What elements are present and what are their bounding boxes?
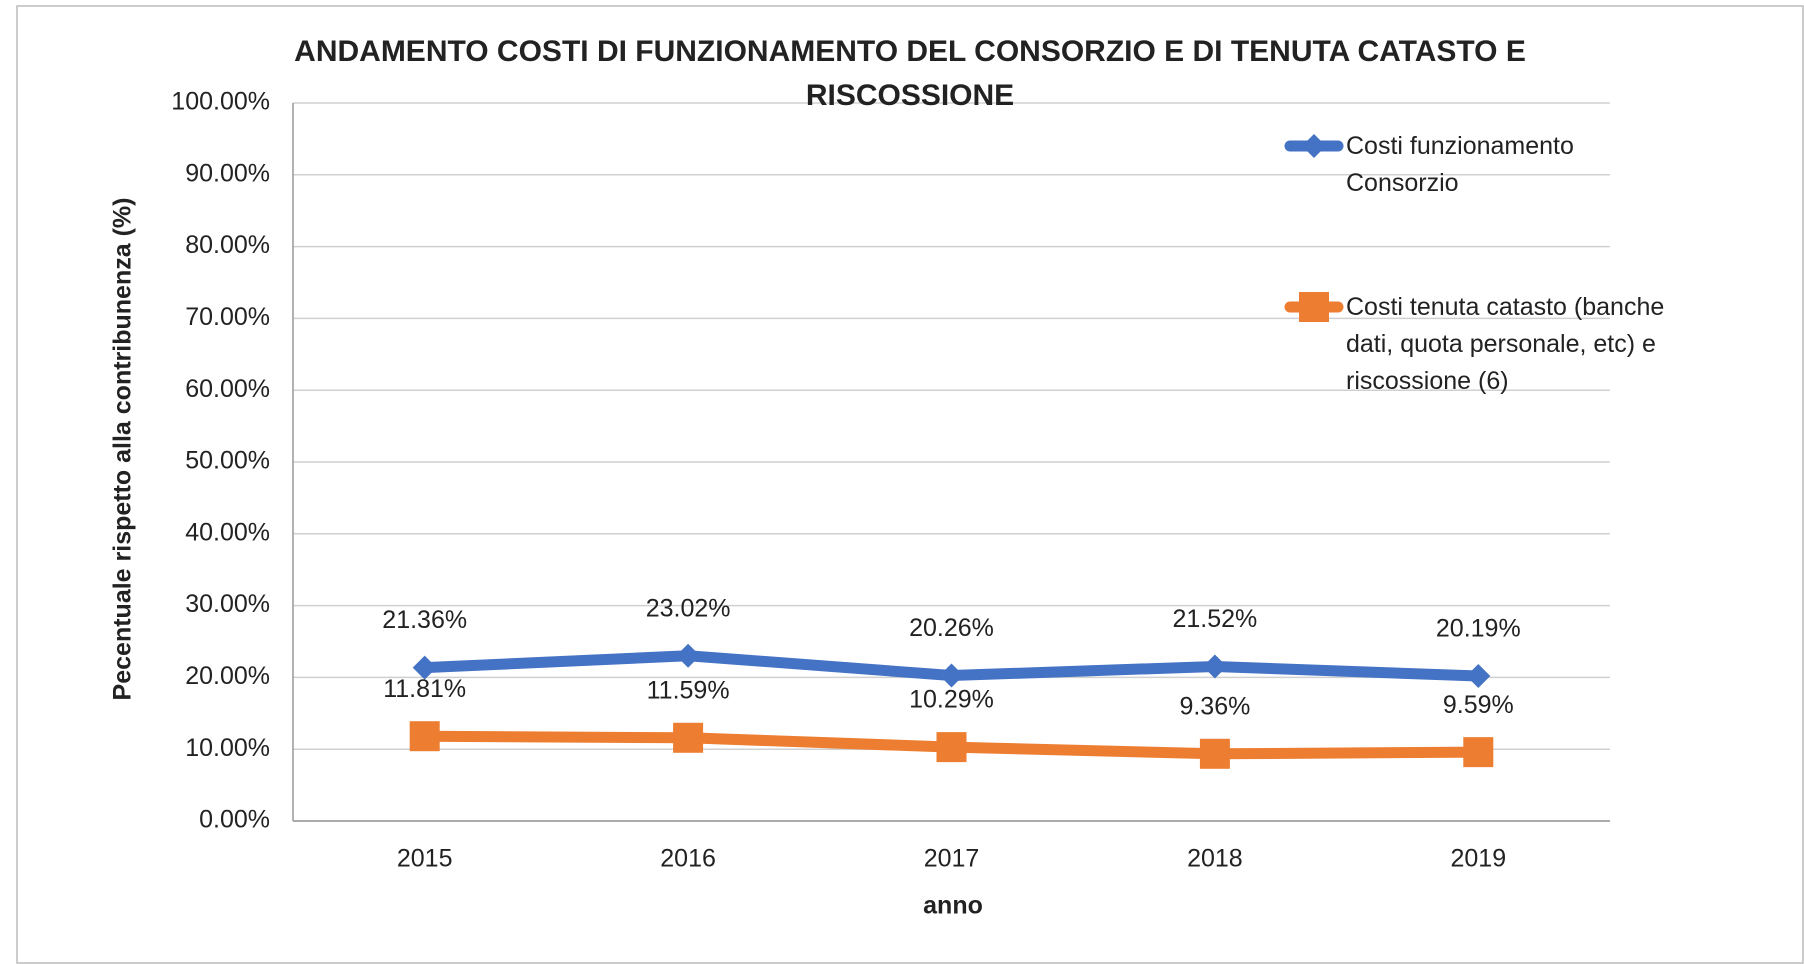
chart-frame [16, 5, 1804, 964]
data-label: 9.59% [1443, 691, 1514, 719]
data-label: 9.36% [1179, 692, 1250, 720]
marker [1299, 292, 1329, 322]
chart-title: ANDAMENTO COSTI DI FUNZIONAMENTO DEL CON… [294, 35, 1526, 112]
y-tick-label: 30.00% [185, 590, 270, 618]
data-label: 11.59% [647, 676, 730, 704]
marker [676, 643, 701, 668]
x-tick-label: 2016 [660, 845, 716, 873]
y-tick-label: 50.00% [185, 447, 270, 475]
y-tick-label: 40.00% [185, 518, 270, 546]
y-tick-label: 20.00% [185, 662, 270, 690]
x-tick-label: 2019 [1450, 845, 1506, 873]
y-axis-label: Pecentuale rispetto alla contribunenza (… [109, 198, 137, 701]
marker [1202, 654, 1227, 679]
y-tick-label: 10.00% [185, 734, 270, 762]
marker [1463, 737, 1494, 768]
data-label: 20.26% [909, 614, 994, 642]
marker [1466, 664, 1491, 689]
x-axis-label: anno [923, 892, 983, 920]
x-tick-label: 2015 [397, 845, 453, 873]
data-label: 21.36% [382, 606, 467, 634]
marker [1199, 738, 1230, 769]
legend-label: Costi tenuta catasto (banche dati, quota… [1346, 293, 1665, 395]
data-label: 20.19% [1436, 615, 1521, 643]
marker [409, 721, 440, 752]
data-label: 21.52% [1173, 605, 1258, 633]
data-label: 11.81% [383, 675, 466, 703]
marker [939, 663, 964, 688]
y-tick-label: 90.00% [185, 159, 270, 187]
legend-label: Costi funzionamento Consorzio [1346, 132, 1574, 197]
y-tick-label: 70.00% [185, 303, 270, 331]
x-tick-label: 2017 [924, 845, 980, 873]
x-tick-label: 2018 [1187, 845, 1243, 873]
marker [1302, 134, 1326, 158]
y-tick-label: 80.00% [185, 231, 270, 259]
y-tick-label: 100.00% [171, 88, 270, 116]
marker [936, 732, 967, 763]
marker [673, 722, 704, 753]
data-label: 10.29% [909, 686, 994, 714]
data-label: 23.02% [646, 594, 731, 622]
y-tick-label: 0.00% [199, 806, 270, 834]
y-tick-label: 60.00% [185, 375, 270, 403]
marker [412, 655, 437, 680]
